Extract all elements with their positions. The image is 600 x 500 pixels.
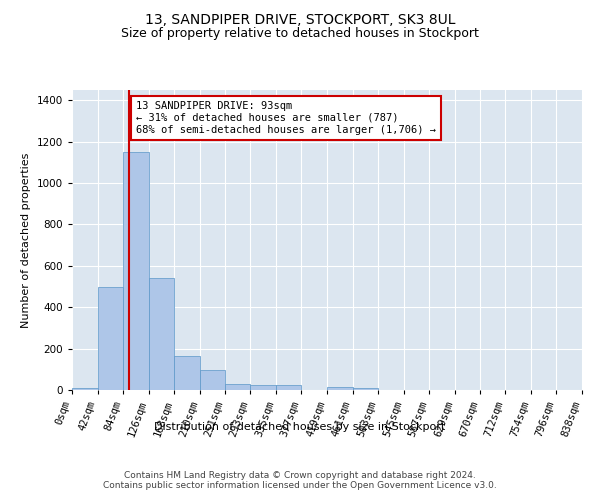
Bar: [72, 388, 98, 390]
Bar: [353, 388, 378, 390]
Text: Size of property relative to detached houses in Stockport: Size of property relative to detached ho…: [121, 28, 479, 40]
Y-axis label: Number of detached properties: Number of detached properties: [21, 152, 31, 328]
Text: Contains HM Land Registry data © Crown copyright and database right 2024.
Contai: Contains HM Land Registry data © Crown c…: [103, 470, 497, 490]
Bar: [200, 370, 226, 390]
Bar: [250, 385, 276, 390]
Bar: [149, 278, 174, 390]
Bar: [276, 386, 301, 390]
Text: Distribution of detached houses by size in Stockport: Distribution of detached houses by size …: [154, 422, 446, 432]
Bar: [123, 152, 149, 390]
Bar: [174, 356, 200, 390]
Bar: [327, 387, 353, 390]
Text: 13 SANDPIPER DRIVE: 93sqm
← 31% of detached houses are smaller (787)
68% of semi: 13 SANDPIPER DRIVE: 93sqm ← 31% of detac…: [136, 102, 436, 134]
Bar: [225, 384, 250, 390]
Bar: [98, 286, 123, 390]
Text: 13, SANDPIPER DRIVE, STOCKPORT, SK3 8UL: 13, SANDPIPER DRIVE, STOCKPORT, SK3 8UL: [145, 12, 455, 26]
